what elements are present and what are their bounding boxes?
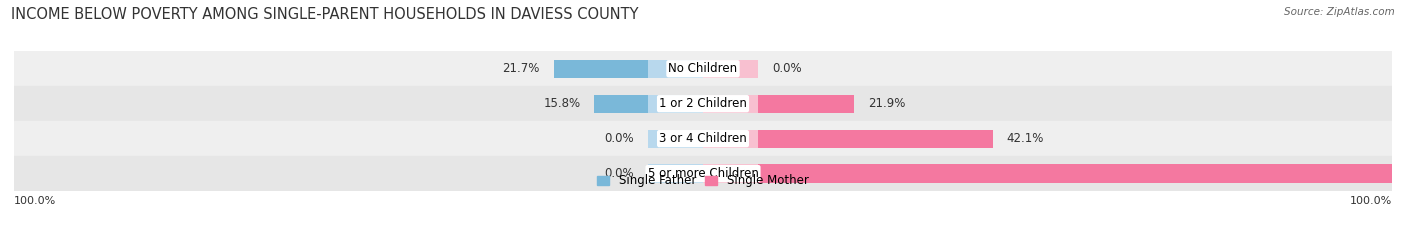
Text: 5 or more Children: 5 or more Children [648,167,758,180]
Text: Source: ZipAtlas.com: Source: ZipAtlas.com [1284,7,1395,17]
Text: INCOME BELOW POVERTY AMONG SINGLE-PARENT HOUSEHOLDS IN DAVIESS COUNTY: INCOME BELOW POVERTY AMONG SINGLE-PARENT… [11,7,638,22]
Legend: Single Father, Single Mother: Single Father, Single Mother [593,170,813,192]
Bar [648,164,703,183]
Bar [648,95,703,113]
Bar [14,86,1392,121]
Bar [703,130,758,148]
Bar [648,60,703,78]
Text: 0.0%: 0.0% [772,62,801,75]
Text: 1 or 2 Children: 1 or 2 Children [659,97,747,110]
Text: 100.0%: 100.0% [1350,196,1392,206]
Text: 21.7%: 21.7% [502,62,540,75]
Bar [14,156,1392,191]
Bar [703,95,853,113]
Bar [648,130,703,148]
Bar [703,60,758,78]
Bar [14,121,1392,156]
Bar [554,60,703,78]
Text: No Children: No Children [668,62,738,75]
Bar [703,164,1392,183]
Bar [703,95,758,113]
Text: 0.0%: 0.0% [605,167,634,180]
Text: 21.9%: 21.9% [868,97,905,110]
Text: 42.1%: 42.1% [1007,132,1045,145]
Text: 0.0%: 0.0% [605,132,634,145]
Text: 3 or 4 Children: 3 or 4 Children [659,132,747,145]
Bar [14,51,1392,86]
Bar [595,95,703,113]
Bar [703,164,758,183]
Bar [703,130,993,148]
Text: 15.8%: 15.8% [543,97,581,110]
Text: 100.0%: 100.0% [14,196,56,206]
